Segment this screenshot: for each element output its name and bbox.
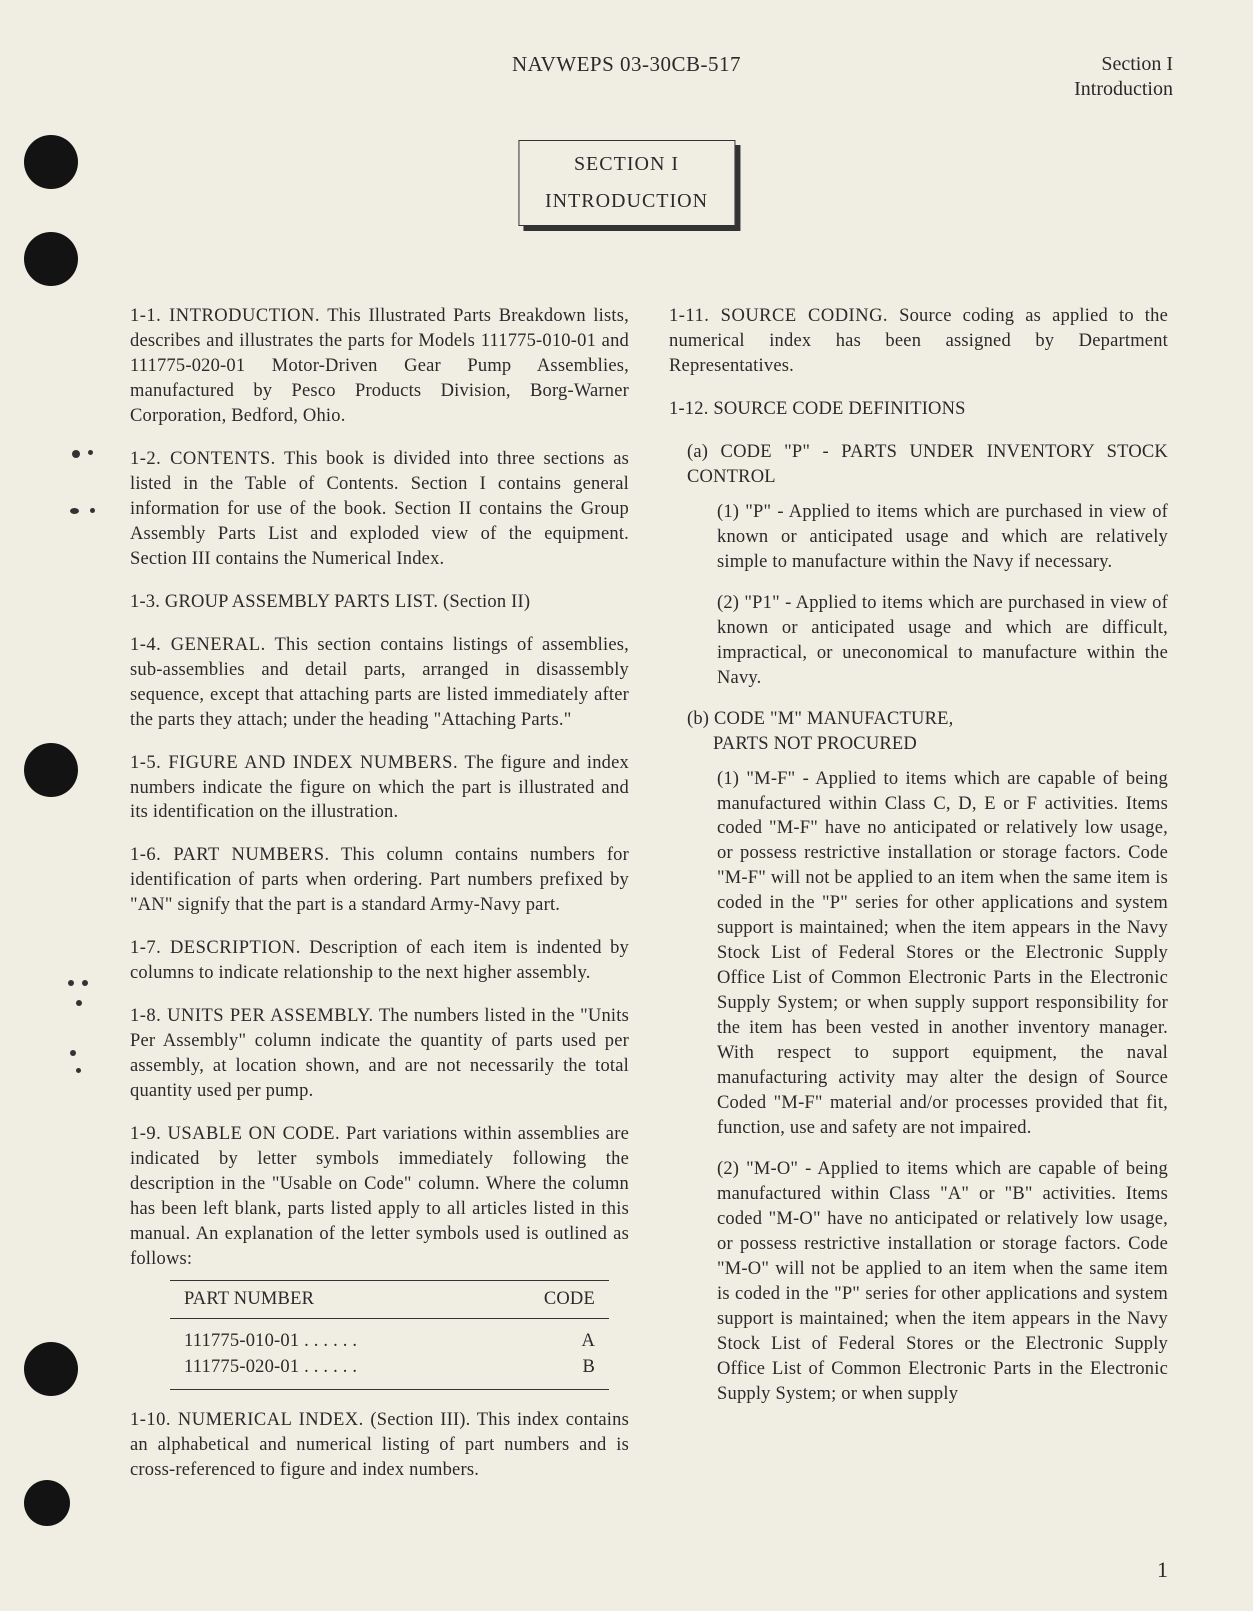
item-b-2: (2) "M-O" - Applied to items which are c… (717, 1157, 1168, 1407)
para-title: 1-6. PART NUMBERS. (130, 845, 330, 865)
para-1-7: 1-7. DESCRIPTION. Description of each it… (130, 936, 629, 986)
para-title: 1-5. FIGURE AND INDEX NUMBERS. (130, 753, 458, 773)
header-section-sub: Introduction (1074, 77, 1173, 102)
table-cell-code: A (581, 1329, 595, 1355)
code-table-body: 111775-010-01 . . . . . . A 111775-020-0… (170, 1319, 609, 1389)
para-1-3: 1-3. GROUP ASSEMBLY PARTS LIST. (Section… (130, 590, 629, 615)
code-table: PART NUMBER CODE 111775-010-01 . . . . .… (170, 1280, 609, 1390)
item-body: "P1" - Applied to items which are purcha… (717, 593, 1168, 688)
content-columns: 1-1. INTRODUCTION. This Illustrated Part… (130, 304, 1168, 1541)
item-label: (1) (717, 769, 739, 789)
scan-speck (76, 1068, 81, 1073)
item-body: "M-F" - Applied to items which are capab… (717, 769, 1168, 1139)
para-1-2: 1-2. CONTENTS. This book is divided into… (130, 447, 629, 572)
punch-holes (20, 0, 80, 1611)
para-1-10: 1-10. NUMERICAL INDEX. (Section III). Th… (130, 1408, 629, 1483)
item-label: (2) (717, 1159, 739, 1179)
scan-speck (90, 508, 95, 513)
table-cell-part: 111775-020-01 . . . . . . (184, 1355, 357, 1381)
scan-speck (82, 980, 88, 986)
table-row: 111775-020-01 . . . . . . B (184, 1355, 595, 1381)
section-title-box: SECTION I INTRODUCTION (518, 140, 735, 226)
table-row: 111775-010-01 . . . . . . A (184, 1329, 595, 1355)
item-b-body-l1: CODE "M" MANUFACTURE, (709, 709, 953, 729)
item-a-label: (a) (687, 442, 708, 462)
item-a-1: (1) "P" - Applied to items which are pur… (717, 500, 1168, 575)
table-header-part: PART NUMBER (184, 1287, 314, 1312)
para-title: 1-9. USABLE ON CODE. (130, 1124, 340, 1144)
punch-hole (24, 743, 78, 797)
item-label: (2) (717, 593, 739, 613)
item-body: "M-O" - Applied to items which are capab… (717, 1159, 1168, 1404)
page: NAVWEPS 03-30CB-517 Section I Introducti… (0, 0, 1253, 1611)
item-a: (a) CODE "P" - PARTS UNDER INVENTORY STO… (687, 440, 1168, 490)
section-box-line2: INTRODUCTION (519, 184, 734, 225)
page-number: 1 (1157, 1557, 1168, 1583)
para-1-9: 1-9. USABLE ON CODE. Part variations wit… (130, 1122, 629, 1272)
header-right: Section I Introduction (1074, 52, 1173, 102)
item-label: (1) (717, 502, 739, 522)
punch-hole (24, 1342, 78, 1396)
header-doc-id: NAVWEPS 03-30CB-517 (0, 52, 1253, 77)
para-title: 1-4. GENERAL. (130, 635, 266, 655)
item-a-2: (2) "P1" - Applied to items which are pu… (717, 591, 1168, 691)
item-b-body-l2: PARTS NOT PROCURED (713, 734, 917, 754)
para-title: 1-11. SOURCE CODING. (669, 306, 888, 326)
para-title: 1-8. UNITS PER ASSEMBLY. (130, 1006, 374, 1026)
item-b: (b) CODE "M" MANUFACTURE, PARTS NOT PROC… (687, 707, 1168, 757)
scan-speck (76, 1000, 82, 1006)
para-title: 1-2. CONTENTS. (130, 449, 276, 469)
punch-hole (24, 232, 78, 286)
table-cell-part: 111775-010-01 . . . . . . (184, 1329, 357, 1355)
para-body: Part variations within assemblies are in… (130, 1124, 629, 1269)
scan-speck (68, 980, 74, 986)
para-1-6: 1-6. PART NUMBERS. This column contains … (130, 843, 629, 918)
scan-speck (88, 450, 93, 455)
scan-speck (70, 508, 79, 514)
punch-hole (24, 1480, 70, 1526)
scan-speck (70, 1050, 76, 1056)
code-table-header: PART NUMBER CODE (170, 1281, 609, 1319)
scan-speck (72, 450, 80, 458)
table-header-code: CODE (544, 1287, 595, 1312)
para-1-1: 1-1. INTRODUCTION. This Illustrated Part… (130, 304, 629, 429)
para-title: 1-7. DESCRIPTION. (130, 938, 301, 958)
punch-hole (24, 135, 78, 189)
item-a-body: CODE "P" - PARTS UNDER INVENTORY STOCK C… (687, 442, 1168, 487)
para-1-5: 1-5. FIGURE AND INDEX NUMBERS. The figur… (130, 751, 629, 826)
left-column: 1-1. INTRODUCTION. This Illustrated Part… (130, 304, 629, 1541)
item-b-label: (b) (687, 709, 709, 729)
item-b-1: (1) "M-F" - Applied to items which are c… (717, 767, 1168, 1142)
para-title: 1-1. INTRODUCTION. (130, 306, 320, 326)
section-box-line1: SECTION I (519, 141, 734, 184)
para-1-11: 1-11. SOURCE CODING. Source coding as ap… (669, 304, 1168, 379)
item-body: "P" - Applied to items which are purchas… (717, 502, 1168, 572)
header-section-label: Section I (1074, 52, 1173, 77)
table-cell-code: B (582, 1355, 595, 1381)
right-column: 1-11. SOURCE CODING. Source coding as ap… (669, 304, 1168, 1541)
para-1-8: 1-8. UNITS PER ASSEMBLY. The numbers lis… (130, 1004, 629, 1104)
para-1-12: 1-12. SOURCE CODE DEFINITIONS (669, 397, 1168, 422)
para-title: 1-10. NUMERICAL INDEX. (130, 1410, 364, 1430)
para-1-4: 1-4. GENERAL. This section contains list… (130, 633, 629, 733)
